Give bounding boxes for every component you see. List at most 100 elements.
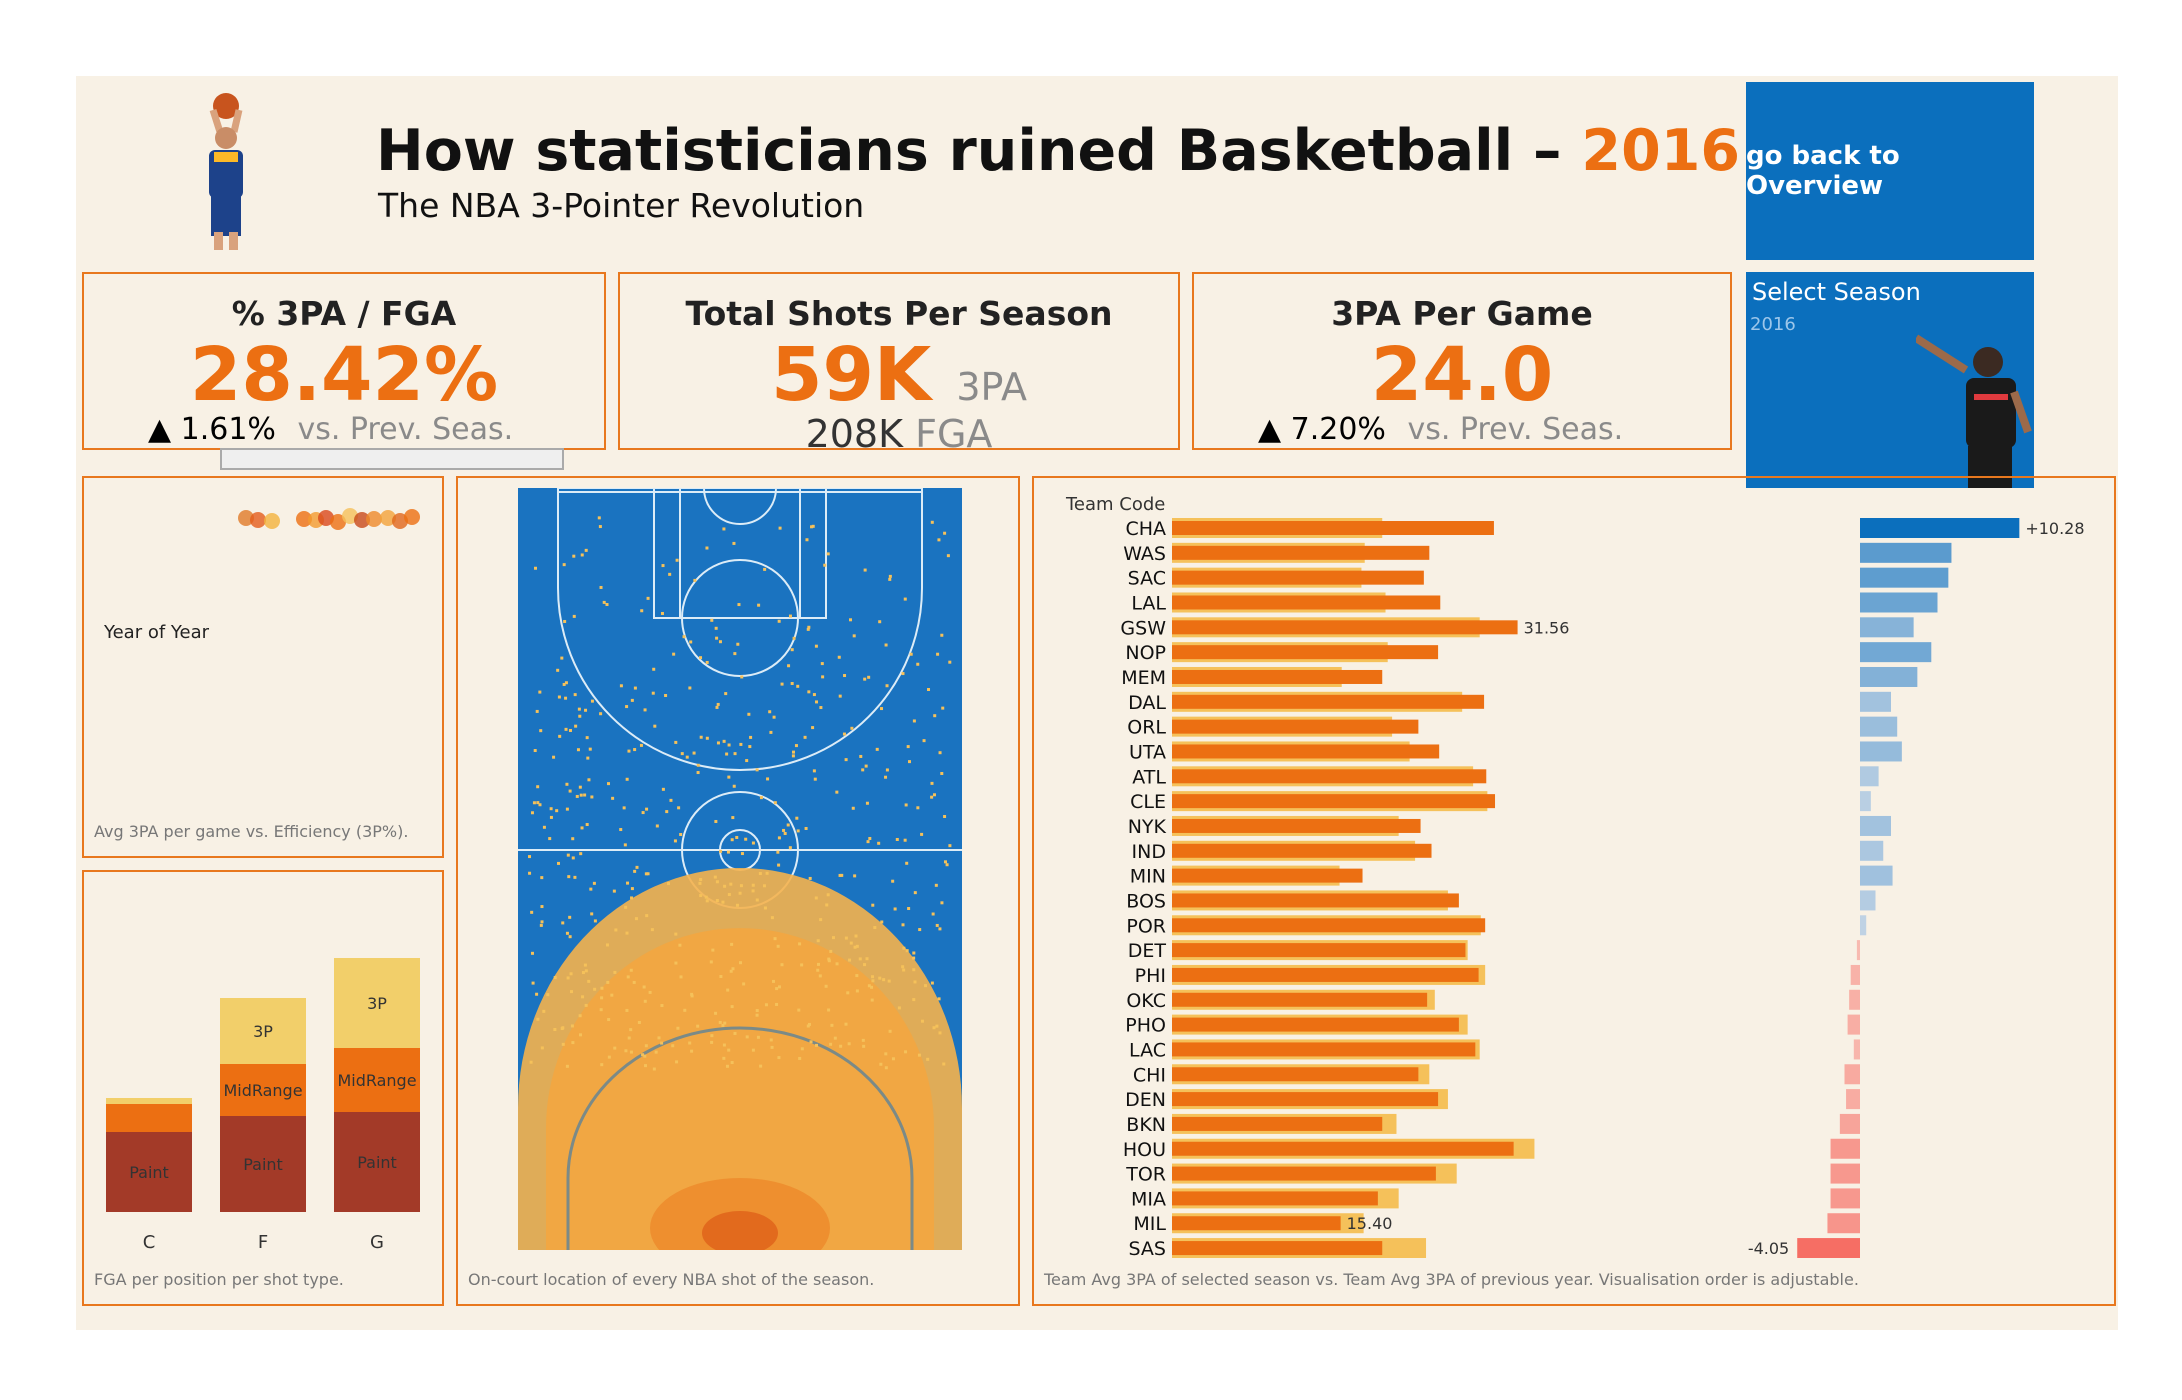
- change-bar-mia: [1830, 1188, 1860, 1209]
- shot-dot: [553, 1028, 557, 1032]
- shot-dot: [730, 838, 734, 842]
- year-note: Avg 3PA per game vs. Efficiency (3P%).: [94, 822, 409, 841]
- shot-dot: [581, 971, 585, 975]
- team-label-was: WAS: [1123, 543, 1166, 565]
- shot-dot: [584, 708, 588, 712]
- change-bar-ind: [1860, 840, 1884, 861]
- shot-dot: [602, 600, 606, 604]
- shot-dot: [653, 724, 657, 728]
- shot-dot: [905, 949, 909, 953]
- team-label-uta: UTA: [1129, 741, 1166, 763]
- position-panel: Paint C Paint MidRange 3P F Paint MidRange 3P G F…: [82, 870, 444, 1306]
- shot-dot: [863, 677, 867, 681]
- shot-dot: [630, 698, 634, 702]
- shot-dot: [878, 620, 882, 624]
- shot-dot: [674, 932, 678, 936]
- shot-dot: [936, 652, 940, 656]
- shot-dot: [592, 881, 596, 885]
- shot-dot: [796, 684, 800, 688]
- shot-dot: [887, 979, 891, 983]
- shot-dot: [818, 974, 822, 978]
- season-value[interactable]: 2016: [1750, 314, 1796, 335]
- shot-dot: [938, 1031, 942, 1035]
- shot-dot: [580, 553, 584, 557]
- shot-dot: [877, 841, 881, 845]
- shot-dot: [675, 558, 679, 562]
- change-bar-sac: [1860, 567, 1949, 588]
- shot-dot: [763, 906, 767, 910]
- shot-dot: [568, 915, 572, 919]
- shot-dot: [763, 567, 767, 571]
- season-selector[interactable]: Select Season 2016: [1746, 272, 2034, 488]
- shot-dot: [853, 945, 857, 949]
- shot-dot: [530, 910, 534, 914]
- shot-dot: [611, 796, 615, 800]
- shot-dot: [646, 596, 650, 600]
- shot-dot: [722, 1043, 726, 1047]
- shot-dot: [827, 957, 831, 961]
- shot-dot: [599, 712, 603, 716]
- change-bar-orl: [1860, 716, 1898, 737]
- shot-dot: [699, 894, 703, 898]
- team-label-ind: IND: [1132, 841, 1166, 863]
- shot-dot: [619, 828, 623, 832]
- shot-dot: [819, 918, 823, 922]
- shot-dot: [735, 903, 739, 907]
- court-note: On-court location of every NBA shot of t…: [468, 1270, 875, 1289]
- kpi-total-secondary: 208K: [805, 412, 904, 456]
- shot-dot: [625, 931, 629, 935]
- shot-dot: [577, 707, 581, 711]
- shot-dot: [788, 614, 792, 618]
- shot-dot: [565, 782, 569, 786]
- kpi-total-title: Total Shots Per Season: [685, 294, 1113, 333]
- bar-selected-pho: [1172, 1017, 1459, 1032]
- shot-dot: [584, 548, 588, 552]
- shot-dot: [778, 526, 782, 530]
- overview-button[interactable]: go back to Overview: [1746, 82, 2034, 260]
- shot-dot: [678, 943, 682, 947]
- shot-dot: [732, 541, 736, 545]
- shot-dot: [945, 863, 949, 867]
- kpi-pct-scrollbar[interactable]: [220, 448, 564, 470]
- kpi-pct-card: % 3PA / FGA 28.42% ▲ 1.61% vs. Prev. Sea…: [82, 272, 606, 470]
- bar-selected-bkn: [1172, 1116, 1383, 1131]
- shot-dot: [629, 1050, 633, 1054]
- shot-dot: [566, 853, 570, 857]
- page-subtitle: The NBA 3-Pointer Revolution: [378, 186, 865, 225]
- shot-dot: [705, 736, 709, 740]
- change-bar-dal: [1860, 691, 1891, 712]
- player-photo-left: [209, 93, 243, 250]
- shot-dot: [879, 1062, 883, 1066]
- shot-dot: [642, 985, 646, 989]
- shot-dot: [556, 668, 560, 672]
- shot-dot: [835, 790, 839, 794]
- shot-dot: [798, 942, 802, 946]
- shot-dot: [716, 741, 720, 745]
- shot-dot: [735, 835, 739, 839]
- shot-dot: [643, 999, 647, 1003]
- shot-dot: [561, 1042, 565, 1046]
- shot-dot: [806, 1024, 810, 1028]
- shot-dot: [562, 563, 566, 567]
- shot-dot: [783, 832, 787, 836]
- shot-dot: [816, 939, 820, 943]
- shot-dot: [680, 752, 684, 756]
- shot-dot: [740, 852, 744, 856]
- shot-dot: [731, 816, 735, 820]
- shot-dot: [738, 891, 742, 895]
- shot-dot: [757, 603, 761, 607]
- shot-dot: [888, 577, 892, 581]
- bar-selected-den: [1172, 1092, 1439, 1107]
- shot-dot: [610, 993, 614, 997]
- shot-dot: [795, 816, 799, 820]
- shot-dot: [606, 980, 610, 984]
- shot-dot: [755, 768, 759, 772]
- shot-dot: [773, 937, 777, 941]
- shot-dot: [943, 531, 947, 535]
- shot-dot: [542, 825, 546, 829]
- shot-dot: [605, 603, 609, 607]
- shot-dot: [690, 994, 694, 998]
- shot-dot: [634, 917, 638, 921]
- shot-dot: [810, 525, 814, 529]
- bar-selected-nyk: [1172, 818, 1421, 833]
